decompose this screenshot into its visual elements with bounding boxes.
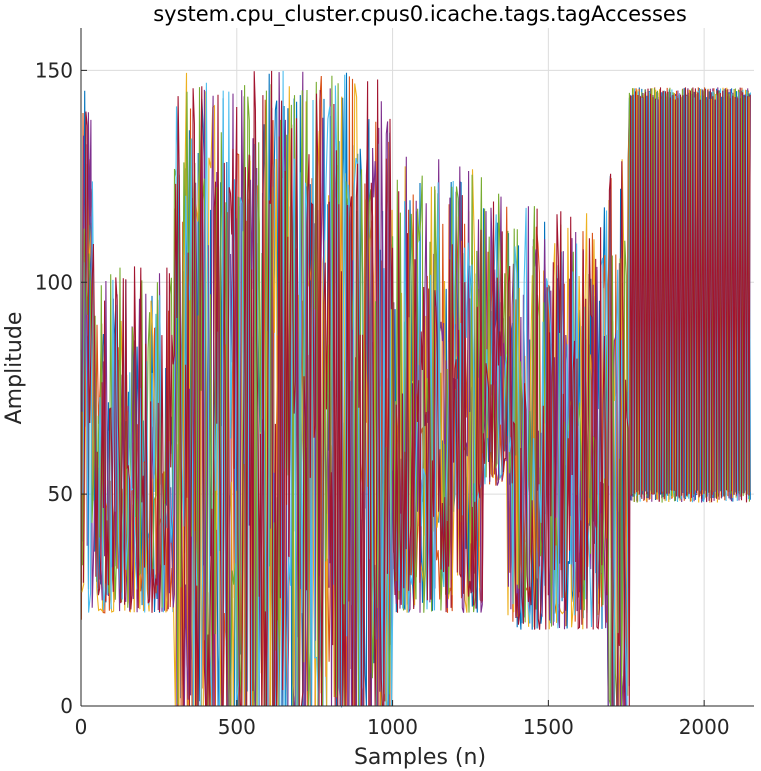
x-tick-label: 2000 [679, 715, 730, 739]
y-tick-label: 0 [60, 694, 73, 718]
x-tick-label: 1000 [367, 715, 418, 739]
y-axis-label: Amplitude [2, 312, 27, 425]
y-tick-label: 150 [35, 58, 73, 82]
y-tick-label: 50 [48, 482, 73, 506]
x-tick-label: 0 [75, 715, 88, 739]
series-line [82, 70, 751, 707]
x-tick-label: 500 [218, 715, 256, 739]
y-tick-label: 100 [35, 270, 73, 294]
axes [80, 28, 754, 707]
y-tick-labels: 0 50 100 150 [35, 58, 73, 718]
x-tick-labels: 0 500 1000 1500 2000 [75, 715, 730, 739]
chart-title: system.cpu_cluster.cpus0.icache.tags.tag… [153, 2, 687, 27]
series-layer [80, 70, 751, 709]
x-axis-label: Samples (n) [354, 745, 486, 770]
x-tick-label: 1500 [523, 715, 574, 739]
